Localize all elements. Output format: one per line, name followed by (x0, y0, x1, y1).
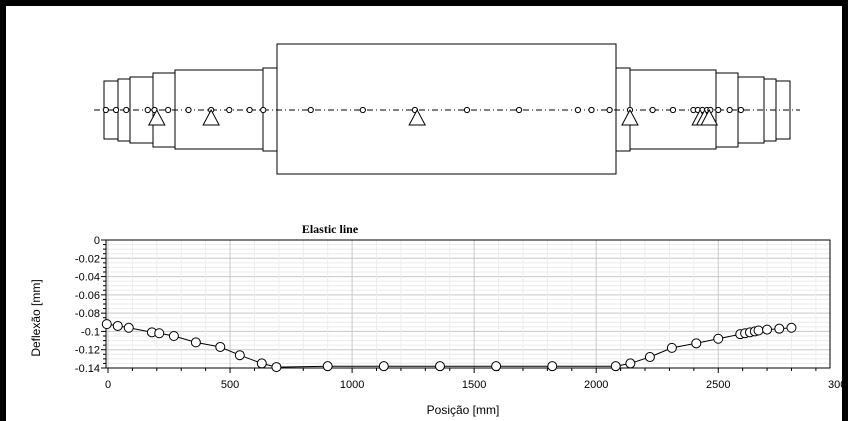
support-triangle (147, 108, 166, 126)
data-point (713, 333, 724, 344)
support-triangle (408, 108, 427, 126)
data-point (101, 319, 112, 330)
data-point (691, 338, 702, 349)
x-tick-label: 2000 (584, 379, 608, 391)
data-point (234, 350, 245, 361)
data-point (547, 361, 558, 372)
chart-title: Elastic line (302, 222, 359, 236)
data-point (786, 322, 797, 333)
y-tick-label: -0.06 (75, 290, 100, 302)
x-axis-label: Posição [mm] (427, 403, 500, 417)
y-tick-label: -0.14 (75, 363, 100, 375)
shaft-node (463, 106, 471, 114)
data-point (215, 341, 226, 352)
shaft-node (574, 106, 582, 114)
shaft-diagram (94, 43, 800, 175)
shaft-node (165, 106, 172, 114)
x-tick-label: 1500 (462, 379, 486, 391)
data-point (190, 337, 201, 348)
x-tick-label: 2500 (706, 379, 730, 391)
shaft-node (260, 106, 267, 114)
shaft-node (102, 106, 109, 114)
data-point (154, 328, 165, 339)
shaft-node (737, 106, 745, 114)
data-point (168, 331, 179, 341)
y-tick-label: -0.1 (81, 326, 100, 338)
shaft-node (715, 106, 722, 114)
support-triangle (700, 108, 719, 126)
shaft-node (606, 106, 613, 114)
data-point (610, 361, 621, 372)
shaft-node (669, 106, 677, 114)
data-point (644, 352, 655, 363)
x-axis: 0 500 1000 1500 2000 2500 3000 (105, 368, 848, 391)
shaft-node (144, 106, 151, 114)
shaft-supports (147, 108, 719, 126)
y-tick-label: -0.02 (75, 253, 100, 265)
data-point (256, 358, 267, 369)
x-tick-label: 3000 (828, 379, 848, 391)
y-axis: 0 -0.02 -0.04 -0.06 -0.08 -0.1 -0.12 -0.14 (75, 235, 106, 375)
y-axis-label: Deflexão [mm] (29, 279, 43, 356)
shaft-node (112, 106, 120, 114)
shaft-node (226, 106, 233, 114)
data-point (112, 320, 123, 331)
support-triangle (202, 108, 220, 126)
shaft-node (588, 106, 595, 114)
shaft-node (307, 106, 314, 114)
series-points (101, 319, 797, 373)
x-tick-label: 0 (105, 379, 111, 391)
shaft-node (515, 106, 523, 114)
shaft-node (123, 106, 130, 114)
data-point (434, 361, 445, 372)
data-point (271, 362, 282, 373)
shaft-node (185, 106, 192, 114)
data-point (625, 358, 636, 369)
shaft-node (359, 106, 366, 114)
x-tick-label: 1000 (340, 379, 364, 391)
data-point (322, 361, 333, 372)
data-point (774, 323, 785, 334)
data-point (666, 342, 677, 353)
shaft-node (649, 106, 656, 114)
shaft-node (246, 106, 253, 114)
data-point (123, 322, 134, 333)
data-point (762, 324, 773, 335)
data-point (378, 361, 389, 372)
y-tick-label: -0.08 (75, 308, 100, 320)
data-point (753, 325, 764, 336)
y-tick-label: -0.12 (75, 345, 100, 357)
y-tick-label: -0.04 (75, 272, 100, 284)
chart-grid (106, 239, 830, 369)
shaft-body (276, 43, 617, 175)
x-tick-label: 500 (221, 379, 239, 391)
y-tick-label: 0 (94, 235, 100, 247)
support-triangle (621, 108, 639, 126)
shaft-node (726, 106, 733, 114)
data-point (491, 361, 502, 372)
